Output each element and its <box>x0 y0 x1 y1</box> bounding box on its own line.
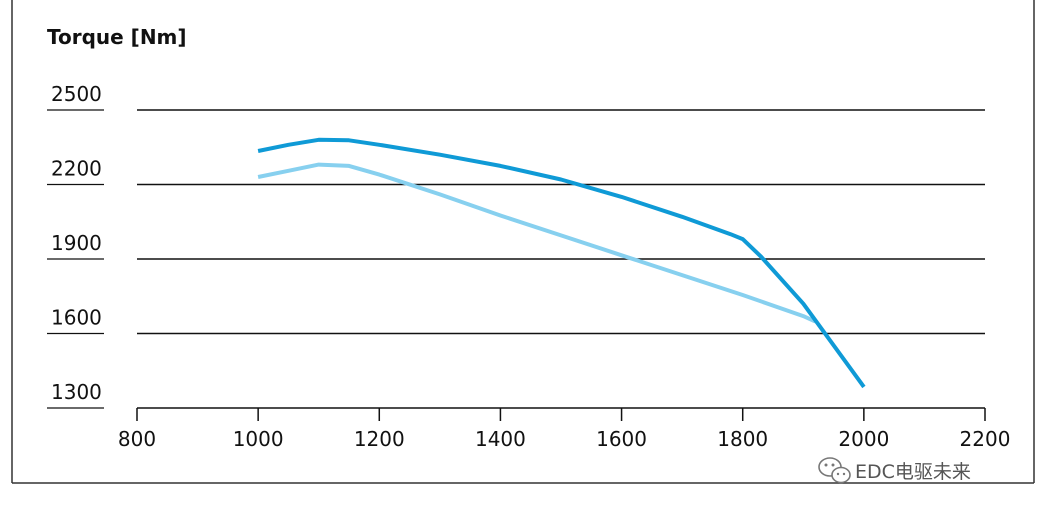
x-tick-label-1800: 1800 <box>717 427 768 451</box>
watermark: EDC电驱未来 <box>818 457 971 484</box>
y-tick-label-1600: 1600 <box>51 306 102 330</box>
series-line-1 <box>257 137 866 389</box>
y-tick-layer: 1300 1600 1900 2200 2500 <box>47 82 104 409</box>
x-tick-label-1200: 1200 <box>354 427 405 451</box>
watermark-text: EDC电驱未来 <box>855 461 971 483</box>
grid-layer <box>137 109 985 335</box>
y-tick-label-1900: 1900 <box>51 231 102 255</box>
x-axis-layer: 800 1000 1200 1400 1600 1800 2000 2200 <box>118 407 1011 451</box>
x-tick-label-800: 800 <box>118 427 156 451</box>
series-line-2 <box>257 162 817 324</box>
x-tick-label-1600: 1600 <box>596 427 647 451</box>
wechat-icon <box>818 457 851 484</box>
y-tick-label-2500: 2500 <box>51 82 102 106</box>
x-tick-label-1400: 1400 <box>475 427 526 451</box>
x-tick-label-2000: 2000 <box>838 427 889 451</box>
x-tick-label-2200: 2200 <box>960 427 1011 451</box>
y-tick-label-2200: 2200 <box>51 157 102 181</box>
x-tick-label-1000: 1000 <box>233 427 284 451</box>
series-layer <box>257 137 866 389</box>
y-axis-title: Torque [Nm] <box>47 25 187 49</box>
y-tick-label-1300: 1300 <box>51 380 102 404</box>
